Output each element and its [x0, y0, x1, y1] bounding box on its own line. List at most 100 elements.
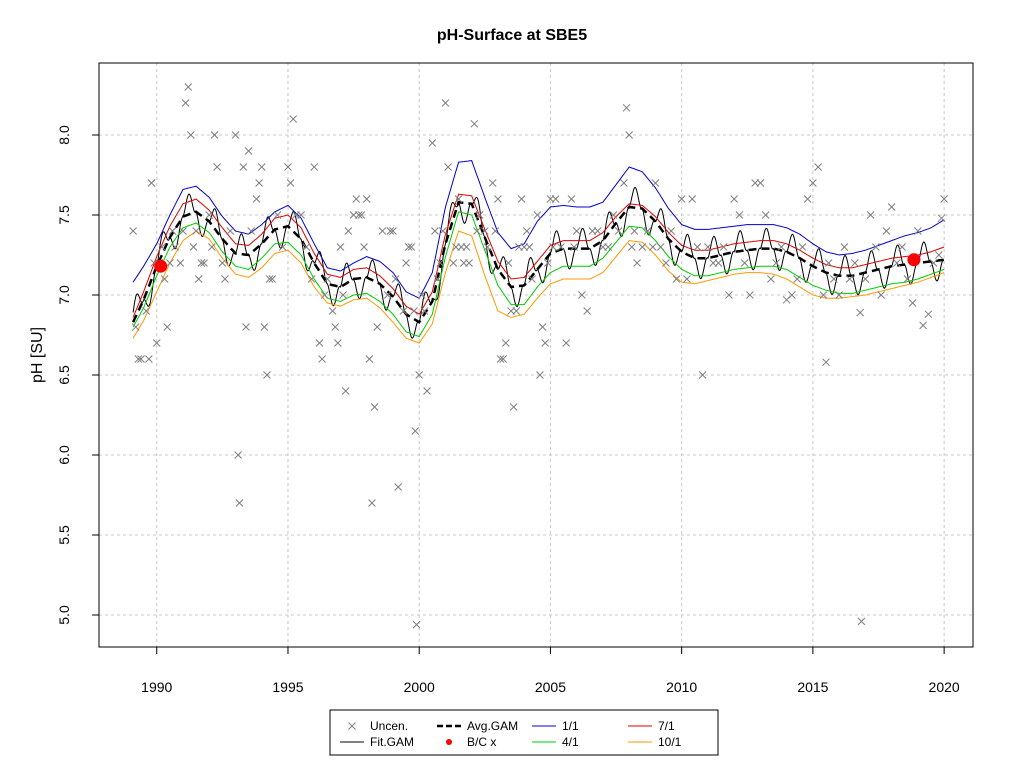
legend-item: B/C x: [446, 735, 496, 749]
observation-point: [509, 403, 518, 411]
observation-point: [638, 243, 647, 251]
observation-point: [473, 227, 481, 235]
observation-point: [465, 259, 473, 267]
observation-point: [803, 195, 812, 203]
observation-point: [235, 499, 244, 507]
observation-stroke: [793, 275, 802, 283]
observation-stroke: [344, 227, 353, 235]
observation-point: [166, 259, 174, 267]
grid: [99, 63, 973, 647]
fit-gam-line: [132, 186, 944, 339]
observation-stroke: [420, 307, 429, 315]
observation-stroke: [412, 620, 421, 629]
observation-point: [630, 227, 639, 235]
observation-stroke: [840, 243, 849, 251]
observation-point: [260, 323, 269, 331]
observation-stroke: [152, 339, 161, 347]
observation-point: [830, 275, 838, 283]
observation-point: [404, 243, 413, 251]
observation-stroke: [368, 499, 376, 507]
observation-stroke: [320, 291, 329, 299]
observation-point: [244, 147, 253, 155]
observation-stroke: [725, 291, 733, 299]
observation-stroke: [914, 227, 922, 235]
observation-point: [919, 321, 927, 330]
observation-stroke: [242, 323, 250, 331]
legend-label: Uncen.: [370, 719, 408, 733]
observation-stroke: [263, 371, 271, 379]
observation-point: [593, 227, 602, 235]
observation-point: [344, 227, 353, 235]
observation-point: [360, 243, 368, 251]
observation-stroke: [428, 139, 437, 147]
observation-stroke: [683, 275, 691, 283]
observation-point: [672, 275, 681, 283]
observation-stroke: [410, 307, 418, 315]
observation-stroke: [504, 259, 513, 267]
bc-point: [907, 253, 921, 267]
observation-point: [633, 259, 641, 267]
observation-point: [417, 291, 426, 299]
observation-stroke: [630, 227, 639, 235]
observation-stroke: [231, 131, 240, 139]
observation-point: [192, 227, 200, 235]
observation-stroke: [221, 275, 229, 283]
observation-point: [491, 227, 500, 235]
y-tick-label: 5.0: [56, 605, 72, 625]
observation-point: [297, 211, 305, 219]
observation-point: [226, 227, 235, 235]
observation-point: [247, 227, 256, 235]
observation-point: [234, 451, 242, 459]
observation-point: [168, 227, 177, 235]
observation-stroke: [677, 195, 686, 203]
observation-point: [704, 243, 712, 251]
observation-point: [937, 214, 946, 223]
observation-stroke: [767, 275, 775, 283]
observation-stroke: [260, 323, 269, 331]
observation-stroke: [746, 291, 754, 299]
series-7-1-line: [132, 193, 945, 318]
observation-point: [389, 227, 397, 235]
observation-point: [242, 323, 250, 331]
observation-stroke: [512, 307, 521, 315]
observation-stroke: [633, 259, 641, 267]
observation-point: [184, 83, 193, 91]
observation-point: [365, 355, 374, 363]
observation-point: [496, 355, 505, 363]
observation-stroke: [798, 243, 807, 251]
observation-stroke: [302, 243, 311, 251]
observation-point: [142, 307, 151, 315]
observation-point: [840, 243, 849, 251]
observation-point: [189, 243, 198, 251]
observation-point: [725, 291, 733, 299]
observation-point: [698, 371, 707, 379]
observation-stroke: [509, 403, 518, 411]
observation-stroke: [431, 227, 439, 235]
observation-point: [835, 291, 843, 299]
observation-point: [551, 195, 560, 203]
observation-point: [719, 243, 728, 251]
observation-point: [179, 227, 187, 235]
observation-stroke: [719, 243, 728, 251]
observation-point: [454, 195, 463, 203]
observation-point: [428, 139, 437, 147]
observation-stroke: [835, 291, 843, 299]
observation-stroke: [814, 163, 823, 171]
observation-stroke: [777, 243, 786, 251]
observation-point: [761, 211, 770, 219]
observation-point: [176, 259, 185, 267]
observation-stroke: [417, 291, 426, 299]
observation-stroke: [454, 195, 463, 203]
observation-point: [265, 275, 274, 283]
observation-stroke: [360, 243, 368, 251]
legend-swatch: [348, 722, 356, 730]
observation-point: [278, 243, 287, 251]
observation-point: [819, 291, 828, 299]
observation-point: [145, 355, 153, 363]
observation-point: [504, 259, 513, 267]
observation-stroke: [444, 163, 452, 171]
observation-stroke: [772, 259, 781, 267]
observation-stroke: [137, 355, 145, 363]
observation-stroke: [562, 339, 571, 347]
observation-stroke: [197, 259, 206, 267]
